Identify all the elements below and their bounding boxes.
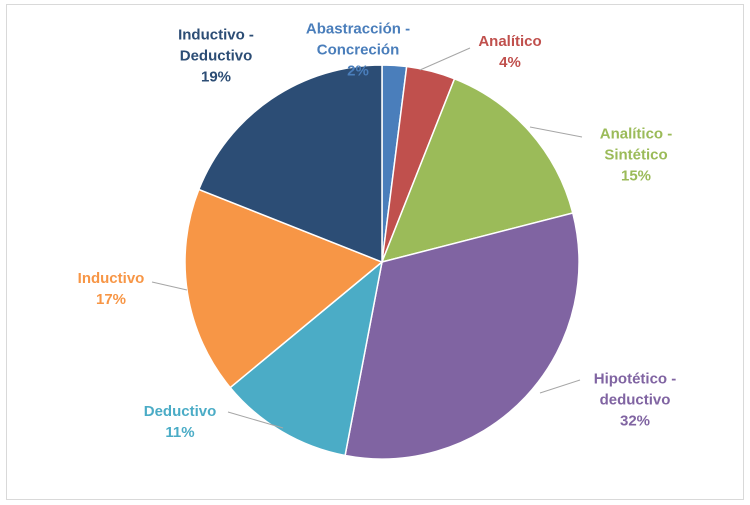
leader-line (419, 47, 471, 71)
pie-slice (197, 64, 383, 264)
chart-frame (6, 4, 744, 500)
value-label: 32% (619, 412, 651, 430)
category-label: Inductivo (77, 270, 145, 287)
data-label: Hipotético - deductivo 32% (575, 369, 695, 432)
data-label: Inductivo - Deductivo 19% (166, 25, 266, 88)
data-label: Deductivo 11% (130, 401, 230, 443)
category-label: Inductivo - Deductivo (178, 26, 254, 65)
value-label: 15% (620, 167, 652, 185)
category-label: Analítico - Sintético (599, 125, 673, 164)
data-label: Abastracción - Concreción 2% (293, 19, 423, 82)
pie-slice (184, 188, 384, 389)
leader-line (151, 281, 188, 291)
data-label: Analítico - Sintético 15% (586, 124, 686, 187)
value-label: 2% (347, 62, 369, 80)
data-label: Analítico 4% (465, 31, 555, 73)
value-label: 19% (200, 68, 232, 86)
data-label: Inductivo 17% (61, 268, 161, 310)
value-label: 4% (499, 54, 521, 71)
pie-slice (344, 212, 580, 460)
leader-line (539, 379, 581, 394)
category-label: Deductivo (143, 403, 217, 420)
category-label: Analítico (478, 33, 542, 50)
value-label: 17% (95, 291, 127, 308)
value-label: 11% (165, 424, 195, 441)
leader-line (227, 411, 284, 429)
leader-line (529, 126, 583, 138)
pie-slice (380, 77, 574, 264)
category-label: Hipotético - deductivo (593, 370, 677, 409)
pie-slice (229, 260, 384, 457)
category-label: Abastracción - Concreción (305, 20, 411, 59)
